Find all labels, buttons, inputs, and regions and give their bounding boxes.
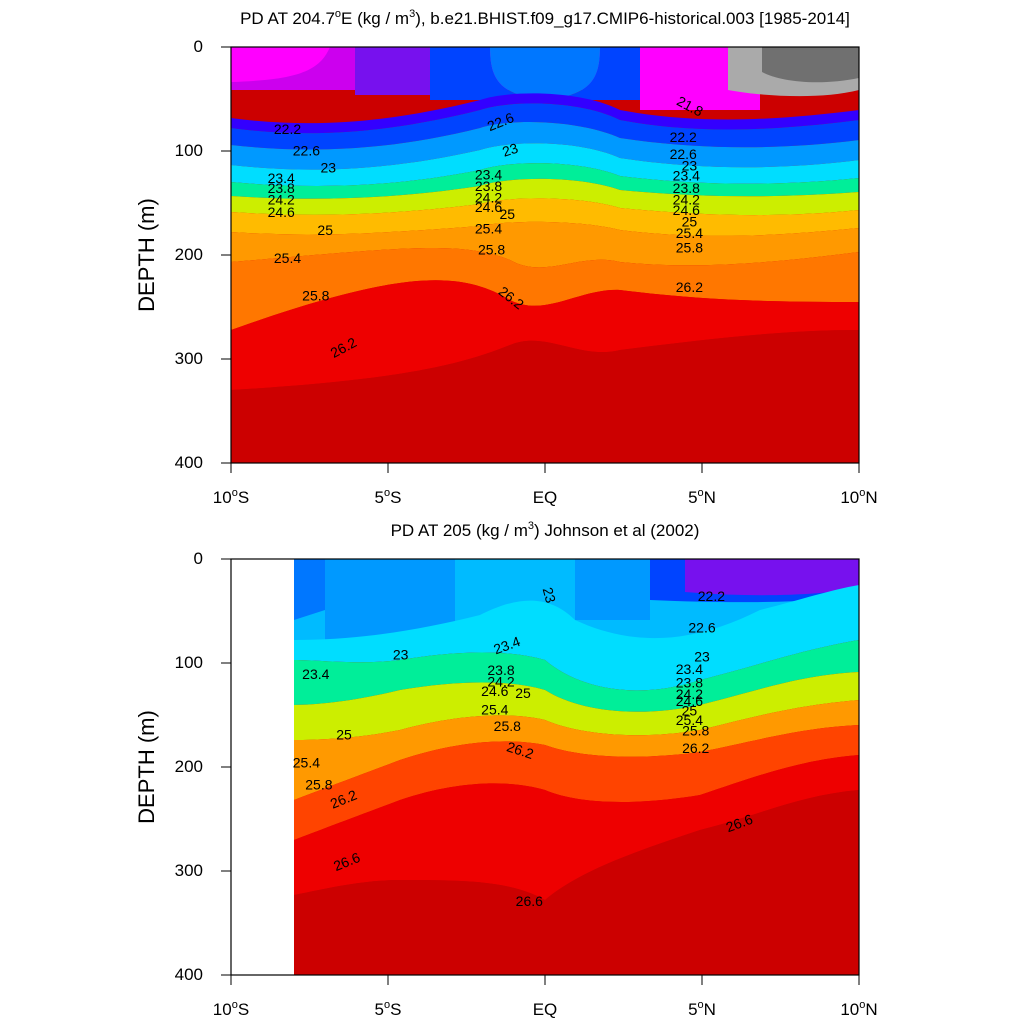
obs-contour-label: 22.2 [698,588,725,604]
obs-title: PD AT 205 (kg / m3) Johnson et al (2002) [391,520,700,540]
obs-contour-label: 23 [540,585,560,604]
obs-contour-label: 25 [515,685,531,701]
obs-contour-label: 26.6 [516,893,543,909]
obs-contour-label: 25 [336,727,352,743]
obs-y-tick-100: 100 [175,653,203,672]
model-contour-label: 24.2 [673,192,700,208]
model-contour-label: 23.8 [475,178,502,194]
model-contour-label: 25.8 [478,242,505,258]
obs-x-tick-10s: 10oS [213,999,249,1019]
model-y-tick-0: 0 [194,37,203,56]
model-contour-label: 24.2 [475,190,502,206]
obs-y-axis-label: DEPTH (m) [134,710,159,824]
obs-contour-label: 23 [694,649,710,665]
obs-contour-label: 25.4 [481,702,508,718]
model-contour-label: 25 [317,222,333,238]
obs-contour-label: 23.8 [487,662,514,678]
model-contour-label: 25.4 [676,225,703,241]
model-y-axis-label: DEPTH (m) [134,198,159,312]
model-y-tick-300: 300 [175,349,203,368]
model-contour-label: 23.8 [673,180,700,196]
model-contour-label: 25 [682,214,698,230]
obs-x-tick-eq: EQ [533,1000,558,1019]
model-x-tick-10n: 10oN [840,487,877,507]
model-x-axis: 10oS 5oS EQ 5oN 10oN [213,463,878,507]
obs-contour-label: 25.8 [682,722,709,738]
model-contour-label: 23.4 [673,168,700,184]
obs-contour-label: 25.4 [293,755,320,771]
obs-x-tick-10n: 10oN [840,999,877,1019]
obs-y-tick-0: 0 [194,549,203,568]
obs-contour-label: 24.2 [487,674,514,690]
obs-contour-label: 25.8 [305,776,332,792]
obs-contour-label: 23 [393,646,409,662]
model-contour-label: 25.8 [676,240,703,256]
obs-contour-label: 25.4 [676,712,703,728]
model-x-tick-5n: 5oN [688,487,716,507]
model-x-tick-10s: 10oS [213,487,249,507]
model-contour-label: 25.4 [274,250,301,266]
obs-y-tick-400: 400 [175,965,203,984]
obs-x-tick-5n: 5oN [688,999,716,1019]
obs-contour-label: 23.4 [302,666,329,682]
model-y-tick-200: 200 [175,245,203,264]
model-title: PD AT 204.7oE (kg / m3), b.e21.BHIST.f09… [240,8,850,28]
obs-y-tick-200: 200 [175,757,203,776]
model-contour-label: 23 [321,159,337,175]
obs-contour-label: 25.8 [494,718,521,734]
model-contour-label: 24.6 [475,199,502,215]
panel-model: PD AT 204.7oE (kg / m3), b.e21.BHIST.f09… [134,8,878,507]
model-contour-label: 23 [500,140,520,160]
obs-contour-label: 23.8 [676,675,703,691]
obs-y-tick-300: 300 [175,861,203,880]
model-contour-label: 22.6 [293,143,320,159]
obs-y-axis: 0 100 200 300 400 [175,549,231,984]
obs-contour-label: 23.4 [676,661,703,677]
model-contour-label: 25.8 [302,287,329,303]
model-contour-label: 22.6 [670,146,697,162]
model-x-tick-5s: 5oS [375,487,402,507]
model-contour-label: 24.6 [268,204,295,220]
model-x-tick-eq: EQ [533,488,558,507]
obs-x-tick-5s: 5oS [375,999,402,1019]
obs-x-axis: 10oS 5oS EQ 5oN 10oN [213,975,878,1019]
model-contour-label: 23.4 [475,167,502,183]
obs-contour-label: 24.2 [676,686,703,702]
obs-contour-label: 25 [682,703,698,719]
obs-contour-label: 22.6 [688,619,715,635]
obs-contour-label: 24.6 [481,683,508,699]
model-contour-label: 23 [682,157,698,173]
model-y-tick-100: 100 [175,141,203,160]
model-y-axis: 0 100 200 300 400 [175,37,231,472]
obs-contour-label: 24.6 [676,693,703,709]
model-contour-label: 22.2 [274,121,301,137]
model-contour-label: 24.2 [268,192,295,208]
model-contour-label: 24.6 [673,202,700,218]
model-y-tick-400: 400 [175,453,203,472]
contour-fill-model [231,47,859,463]
model-contour-label: 25 [500,206,516,222]
panel-observations: PD AT 205 (kg / m3) Johnson et al (2002)… [134,520,878,1019]
contour-fill-observations [294,559,859,975]
model-contour-label: 23.4 [268,170,295,186]
model-contour-label: 25.4 [475,221,502,237]
model-contour-label: 23.8 [268,180,295,196]
obs-contour-label: 26.2 [682,740,709,756]
model-contour-label: 26.2 [676,279,703,295]
model-contour-label: 22.2 [670,129,697,145]
